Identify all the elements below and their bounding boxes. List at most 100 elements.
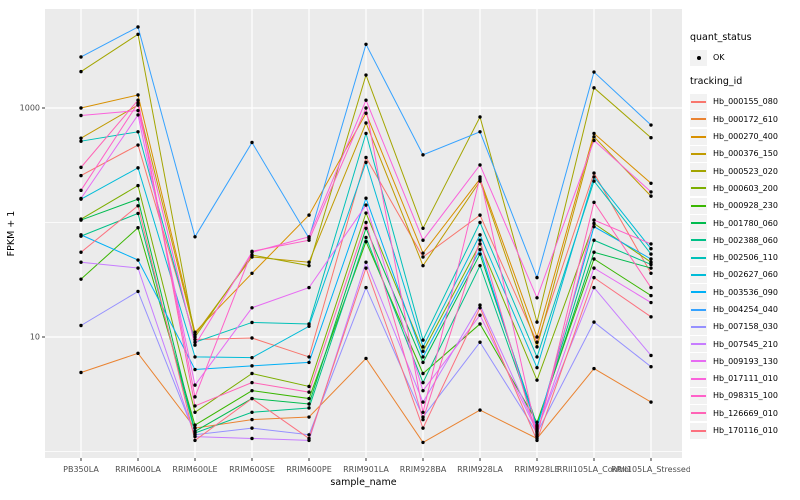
x-tick-label: RRII105LA_Control [557,465,631,474]
data-point [193,383,197,387]
data-point [592,320,596,324]
chart-canvas: 1000 10 PB350LA RRIM600LA RRIM600LE RRIM600SE… [6,9,690,488]
legend-key-swatch [690,232,707,249]
legend-line-icon [691,187,706,190]
data-point [250,249,254,254]
data-point [649,300,653,305]
legend-title-tracking-id: tracking_id [690,76,743,88]
legend-line-icon [691,222,706,225]
data-point [136,113,140,117]
data-point [364,285,368,290]
legend-item-label: Hb_126669_010 [713,408,778,418]
data-point [421,251,425,255]
data-point [250,364,254,368]
legend-item-label: Hb_002627_060 [713,270,778,280]
data-point [307,235,311,239]
legend-line-icon [691,135,706,138]
legend-key-swatch [690,145,707,162]
x-tick-label: RRIM600LE [172,465,217,474]
legend-item-Hb_002388_060: Hb_002388_060 [690,232,800,249]
data-point [193,340,197,344]
legend-line-icon [691,204,706,207]
data-point [136,32,140,37]
data-point [421,263,425,268]
data-point [307,285,311,290]
data-point [193,395,197,399]
legend-item-Hb_000523_020: Hb_000523_020 [690,162,800,180]
legend-key-swatch [690,387,707,404]
legend-key-swatch [690,318,707,335]
x-axis-title: sample_name [330,477,396,488]
data-point [478,130,482,134]
data-point [421,410,425,414]
data-point [136,258,140,262]
data-point [535,275,539,280]
data-point [250,336,254,340]
legend-line-icon [691,239,706,242]
data-point [478,322,482,326]
data-point [649,252,653,256]
data-point [592,238,596,242]
data-point [364,203,368,207]
x-tick-label: RRII105LA_Stressed [611,465,690,474]
data-point [193,438,197,443]
data-point [193,235,197,239]
legend-item-Hb_000376_150: Hb_000376_150 [690,145,800,162]
legend-item-Hb_007158_030: Hb_007158_030 [690,318,800,335]
data-point [535,320,539,324]
x-tick-label: RRIM928LA [457,465,503,474]
data-point [649,247,653,251]
x-tick-label: RRIM928BA [400,465,447,474]
data-point [649,194,653,198]
data-point [250,253,254,257]
legend-item-label: Hb_000172_610 [713,114,778,124]
data-point [592,86,596,90]
legend-key-swatch [690,128,707,145]
data-point [421,226,425,230]
legend-item-label: Hb_009193_130 [713,356,778,366]
data-point [478,163,482,167]
data-point [364,98,368,102]
data-point [478,313,482,317]
legend-item-Hb_017111_010: Hb_017111_010 [690,370,800,387]
data-point [649,242,653,246]
data-point [535,438,539,443]
data-point [307,396,311,401]
legend-item-Hb_001780_060: Hb_001780_060 [690,214,800,232]
legend-item-ok: OK [690,49,800,66]
legend-key-swatch [690,197,707,214]
legend-item-Hb_002506_110: Hb_002506_110 [690,249,800,266]
data-point [364,266,368,270]
legend-item-label: Hb_007545_210 [713,339,778,349]
data-point [136,204,140,208]
legend-item-Hb_000603_200: Hb_000603_200 [690,180,800,197]
data-point [250,396,254,401]
legend-item-Hb_003536_090: Hb_003536_090 [690,284,800,301]
data-point [364,121,368,125]
data-point [535,429,539,434]
data-point [592,138,596,143]
data-point [307,360,311,365]
data-point [79,277,83,281]
data-point [421,415,425,419]
x-tick-label: RRIM600LA [115,465,161,474]
legend-line-icon [691,308,706,311]
data-point [421,440,425,445]
data-point [535,434,539,439]
data-point [307,406,311,410]
data-point [421,255,425,259]
legend-key-swatch [690,405,707,422]
legend-line-icon [691,343,706,346]
data-point [421,349,425,354]
legend-line-icon [691,377,706,380]
data-point [535,365,539,370]
data-point [136,183,140,188]
data-point [136,289,140,294]
data-point [136,211,140,216]
data-point [421,417,425,422]
data-point [478,242,482,246]
data-point [478,306,482,310]
data-point [79,173,83,178]
y-axis-title: FPKM + 1 [6,211,17,257]
